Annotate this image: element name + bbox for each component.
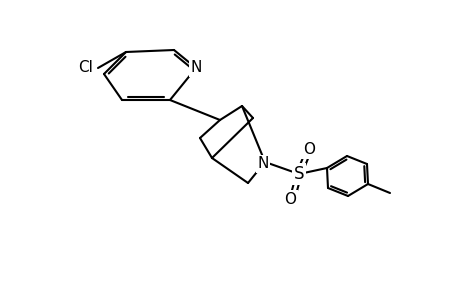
- Text: S: S: [293, 165, 303, 183]
- Text: O: O: [283, 191, 295, 206]
- Text: N: N: [190, 61, 201, 76]
- Text: N: N: [257, 157, 268, 172]
- Text: O: O: [302, 142, 314, 158]
- Text: Cl: Cl: [78, 61, 93, 76]
